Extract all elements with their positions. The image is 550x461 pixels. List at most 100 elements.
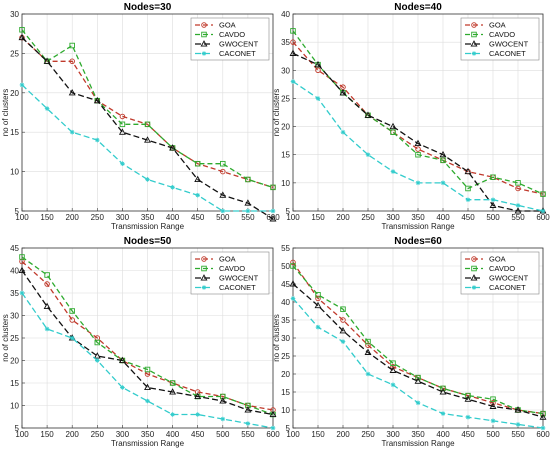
series-line	[21, 270, 274, 416]
x-tick-label: 600	[536, 430, 550, 439]
axes-frame	[21, 247, 274, 429]
data-point	[170, 412, 175, 417]
x-tick-label: 300	[116, 213, 130, 222]
data-point	[269, 410, 277, 418]
data-point	[489, 201, 497, 208]
y-tick-label: 15	[10, 379, 19, 388]
legend-label: CAVDO	[219, 30, 245, 39]
legend-label: GWOCENT	[489, 40, 529, 49]
data-point	[119, 113, 126, 120]
data-point	[169, 144, 177, 151]
y-tick-label: 5	[286, 424, 291, 433]
x-tick-label: 200	[336, 430, 350, 439]
y-axis-label: no of clusters	[272, 314, 281, 362]
data-point	[18, 266, 26, 274]
data-point	[390, 364, 396, 370]
x-tick-label: 150	[40, 430, 54, 439]
data-point	[169, 388, 177, 395]
data-point	[201, 256, 207, 262]
y-tick-label: 25	[10, 334, 19, 343]
y-tick-label: 5	[15, 207, 20, 216]
data-point	[490, 197, 496, 203]
x-tick-label: 200	[66, 430, 80, 439]
x-tick-label: 350	[411, 213, 425, 222]
x-tick-label: 250	[361, 213, 375, 222]
data-point	[315, 67, 321, 74]
data-point	[120, 161, 125, 167]
data-point	[365, 338, 371, 345]
x-tick-label: 350	[141, 213, 155, 222]
x-tick-label: 100	[286, 213, 300, 222]
y-tick-label: 40	[281, 298, 290, 307]
x-tick-label: 450	[191, 430, 205, 439]
y-tick-label: 20	[281, 123, 290, 132]
data-point	[93, 352, 101, 359]
data-point	[464, 167, 472, 175]
y-tick-label: 10	[10, 402, 19, 411]
x-tick-label: 500	[486, 430, 500, 439]
data-point	[170, 185, 175, 190]
data-point	[219, 191, 227, 198]
data-point	[315, 295, 321, 302]
x-tick-label: 400	[166, 430, 180, 439]
data-point	[465, 197, 471, 203]
data-point	[270, 425, 276, 431]
data-point	[244, 406, 252, 413]
data-point	[220, 416, 226, 422]
y-tick-label: 30	[10, 312, 19, 321]
data-point	[93, 96, 101, 104]
data-point	[290, 263, 296, 269]
chart-title: Nodes=50	[124, 236, 172, 247]
series-line	[21, 261, 274, 411]
data-point	[219, 397, 227, 404]
data-point	[69, 317, 75, 323]
y-tick-label: 40	[281, 10, 290, 19]
data-point	[540, 191, 546, 197]
data-point	[44, 272, 50, 278]
chart-panel-3: 100 150 200 250 300 350 400 450 500 550 600 5 10 15 20…	[1, 236, 280, 448]
x-tick-label: 350	[411, 430, 425, 439]
data-point	[415, 374, 421, 381]
data-point	[290, 39, 296, 45]
legend-label: CAVDO	[219, 264, 245, 273]
data-point	[440, 157, 446, 164]
data-point	[515, 203, 521, 208]
data-point	[340, 317, 346, 323]
data-point	[515, 180, 521, 186]
x-tick-label: 150	[311, 213, 325, 222]
series-gwocent	[18, 266, 277, 418]
legend-label: CAVDO	[489, 30, 515, 39]
data-point	[439, 150, 447, 158]
series-line	[21, 37, 274, 220]
chart-title: Nodes=30	[124, 2, 172, 13]
data-point	[465, 392, 471, 399]
data-point	[201, 31, 207, 38]
data-point	[290, 296, 296, 301]
y-tick-label: 35	[281, 316, 290, 325]
data-point	[339, 326, 347, 334]
data-point	[195, 192, 200, 198]
data-point	[340, 306, 346, 312]
data-point	[245, 176, 251, 183]
data-point	[201, 22, 207, 28]
data-point	[364, 348, 372, 355]
x-tick-label: 200	[66, 213, 80, 222]
data-point	[290, 259, 296, 266]
data-point	[270, 184, 276, 191]
x-tick-label: 250	[91, 430, 105, 439]
x-tick-label: 300	[116, 430, 130, 439]
data-point	[145, 398, 150, 404]
data-point	[200, 40, 208, 47]
series-gwocent	[18, 33, 277, 222]
data-point	[144, 136, 151, 143]
data-point	[95, 358, 100, 363]
axes-frame	[292, 13, 544, 212]
x-tick-label: 600	[536, 213, 550, 222]
data-point	[465, 185, 471, 192]
data-point	[119, 121, 126, 128]
data-point	[471, 256, 477, 262]
series-gwocent	[289, 49, 547, 214]
data-point	[514, 207, 522, 214]
